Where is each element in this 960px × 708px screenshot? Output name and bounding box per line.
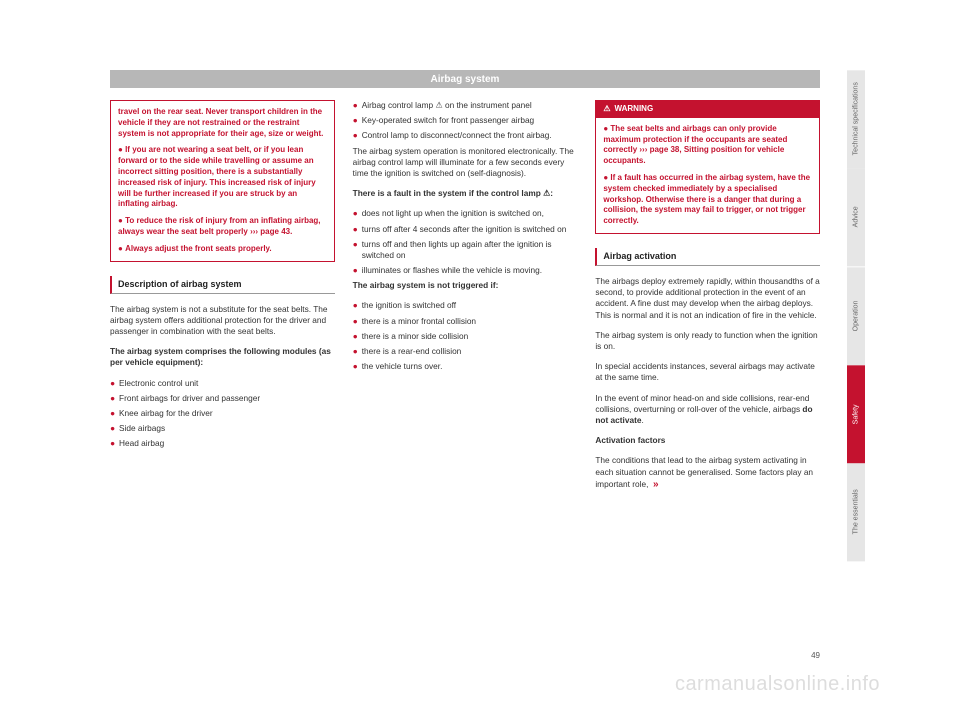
list-item: ●there is a rear-end collision xyxy=(353,346,578,357)
bullet-icon: ● xyxy=(353,224,358,235)
bullet-icon: ● xyxy=(110,408,115,419)
continue-icon: » xyxy=(653,479,659,490)
column-2: ●Airbag control lamp ⚠ on the instrument… xyxy=(353,100,578,491)
list-item: ●Airbag control lamp ⚠ on the instrument… xyxy=(353,100,578,111)
section-heading-description: Description of airbag system xyxy=(110,276,335,294)
list-item: ●does not light up when the ignition is … xyxy=(353,208,578,219)
body-text: There is a fault in the system if the co… xyxy=(353,188,578,199)
warning-box: ⚠ WARNING ● The seat belts and airbags c… xyxy=(595,100,820,234)
bullet-icon: ● xyxy=(353,115,358,126)
list-item: ●there is a minor side collision xyxy=(353,331,578,342)
tab-spacer xyxy=(847,562,865,660)
list-item: ●Knee airbag for the driver xyxy=(110,408,335,419)
list-item: ●Key-operated switch for front passenger… xyxy=(353,115,578,126)
bullet-icon: ● xyxy=(353,331,358,342)
airbag-lamp-icon: ⚠ xyxy=(435,100,442,109)
bullet-icon: ● xyxy=(353,300,358,311)
body-text: In special accidents instances, several … xyxy=(595,361,820,383)
page-header-title: Airbag system xyxy=(431,74,500,85)
list-item: ●Electronic control unit xyxy=(110,378,335,389)
bullet-icon: ● xyxy=(353,239,358,261)
warning-text: ● If you are not wearing a seat belt, or… xyxy=(118,145,327,210)
tab-operation[interactable]: Operation xyxy=(847,267,865,365)
page-number: 49 xyxy=(811,651,820,660)
warning-text: ● The seat belts and airbags can only pr… xyxy=(603,124,812,167)
manual-page: Airbag system travel on the rear seat. N… xyxy=(110,70,820,660)
page-header: Airbag system xyxy=(110,70,820,88)
list-item: ●there is a minor frontal collision xyxy=(353,316,578,327)
side-nav-tabs: Technical specifications Advice Operatio… xyxy=(847,70,865,660)
body-text: The airbag system is not triggered if: xyxy=(353,280,578,291)
list-item: ●turns off and then lights up again afte… xyxy=(353,239,578,261)
bullet-icon: ● xyxy=(110,423,115,434)
warning-triangle-icon: ⚠ xyxy=(603,104,610,115)
body-text: Activation factors xyxy=(595,435,820,446)
tab-essentials[interactable]: The essentials xyxy=(847,463,865,561)
list-item: ●Control lamp to disconnect/connect the … xyxy=(353,130,578,141)
bullet-icon: ● xyxy=(110,378,115,389)
list-item: ●illuminates or flashes while the vehicl… xyxy=(353,265,578,276)
bullet-icon: ● xyxy=(110,438,115,449)
body-text: The conditions that lead to the airbag s… xyxy=(595,455,820,491)
bullet-icon: ● xyxy=(353,346,358,357)
tab-safety[interactable]: Safety xyxy=(847,365,865,463)
bullet-icon: ● xyxy=(353,361,358,372)
bullet-icon: ● xyxy=(353,316,358,327)
list-item: ●the vehicle turns over. xyxy=(353,361,578,372)
bullet-icon: ● xyxy=(110,393,115,404)
warning-text: ● To reduce the risk of injury from an i… xyxy=(118,216,327,238)
body-text: The airbag system is only ready to funct… xyxy=(595,330,820,352)
warning-text: ● Always adjust the front seats properly… xyxy=(118,244,327,255)
warning-text: ● If a fault has occurred in the airbag … xyxy=(603,173,812,227)
watermark: carmanualsonline.info xyxy=(675,673,880,696)
section-heading-activation: Airbag activation xyxy=(595,248,820,266)
warning-box-continued: travel on the rear seat. Never transport… xyxy=(110,100,335,262)
body-text: The airbag system operation is monitored… xyxy=(353,146,578,180)
warning-header-label: WARNING xyxy=(615,104,654,115)
body-text: The airbag system is not a substitute fo… xyxy=(110,304,335,338)
list-item: ●Side airbags xyxy=(110,423,335,434)
tab-advice[interactable]: Advice xyxy=(847,168,865,266)
body-text: The airbags deploy extremely rapidly, wi… xyxy=(595,276,820,321)
content-columns: travel on the rear seat. Never transport… xyxy=(110,100,820,491)
bullet-icon: ● xyxy=(353,265,358,276)
body-text: The airbag system comprises the followin… xyxy=(110,346,335,368)
body-text: In the event of minor head-on and side c… xyxy=(595,393,820,427)
column-1: travel on the rear seat. Never transport… xyxy=(110,100,335,491)
column-3: ⚠ WARNING ● The seat belts and airbags c… xyxy=(595,100,820,491)
warning-text: travel on the rear seat. Never transport… xyxy=(118,107,327,139)
warning-header: ⚠ WARNING xyxy=(596,101,819,118)
bullet-icon: ● xyxy=(353,130,358,141)
list-item: ●the ignition is switched off xyxy=(353,300,578,311)
list-item: ●Front airbags for driver and passenger xyxy=(110,393,335,404)
bullet-icon: ● xyxy=(353,208,358,219)
list-item: ●turns off after 4 seconds after the ign… xyxy=(353,224,578,235)
bullet-icon: ● xyxy=(353,100,358,111)
tab-tech-specs[interactable]: Technical specifications xyxy=(847,70,865,168)
list-item: ●Head airbag xyxy=(110,438,335,449)
